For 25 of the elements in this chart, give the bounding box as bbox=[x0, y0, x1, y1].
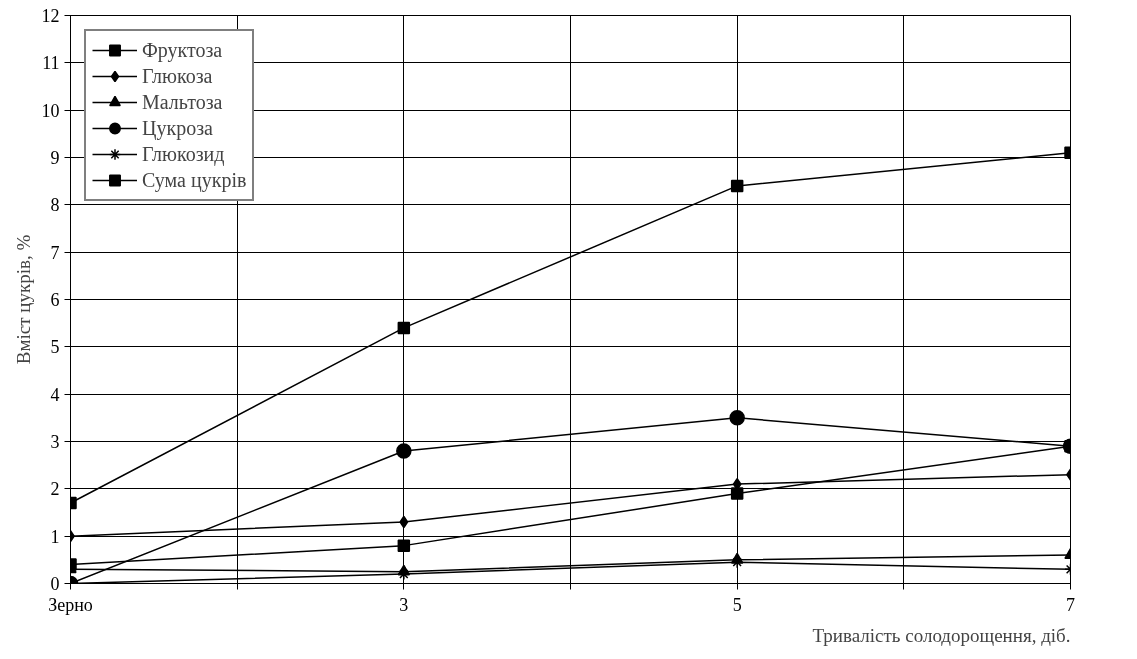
x-tick-label: Зерно bbox=[48, 594, 93, 615]
x-axis-title: Тривалість солодорощення, діб. bbox=[812, 624, 1071, 646]
y-tick-label: 7 bbox=[50, 242, 60, 263]
y-tick-label: 0 bbox=[50, 574, 60, 594]
legend-label: Мальтоза bbox=[142, 89, 223, 115]
y-tick-label: 2 bbox=[50, 479, 60, 500]
y-tick-label: 4 bbox=[50, 384, 60, 405]
legend-label: Глюкоза bbox=[142, 63, 213, 89]
x-tick-label: 7 bbox=[1066, 594, 1075, 615]
y-tick-label: 5 bbox=[50, 337, 60, 358]
y-tick-label: 10 bbox=[41, 100, 60, 121]
y-tick-label: 3 bbox=[50, 432, 60, 452]
legend-label: Цукроза bbox=[142, 115, 213, 141]
y-tick-label: 1 bbox=[50, 526, 60, 547]
y-tick-label: 6 bbox=[50, 290, 60, 310]
legend-label: Глюкозид bbox=[142, 141, 225, 167]
legend-label: Сума цукрів bbox=[142, 167, 247, 193]
y-tick-label: 8 bbox=[50, 195, 60, 216]
y-tick-label: 11 bbox=[42, 53, 60, 74]
y-tick-label: 12 bbox=[41, 6, 60, 26]
y-tick-label: 9 bbox=[50, 148, 60, 168]
x-tick-label: 5 bbox=[732, 594, 742, 615]
x-tick-label: 3 bbox=[399, 594, 409, 615]
legend-label: Фруктоза bbox=[142, 37, 223, 63]
y-axis-title: Вміст цукрів, % bbox=[12, 234, 34, 365]
